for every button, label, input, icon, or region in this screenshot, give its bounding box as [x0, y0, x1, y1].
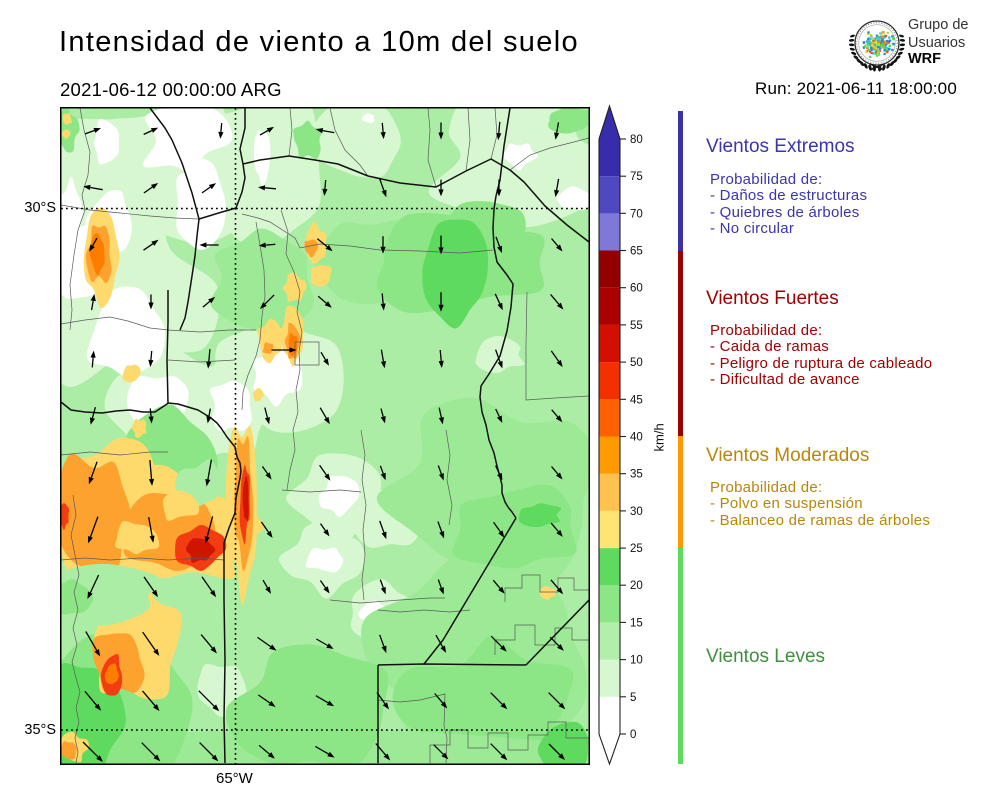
- svg-text:50: 50: [630, 357, 643, 369]
- svg-text:75: 75: [630, 171, 643, 183]
- svg-text:25: 25: [630, 543, 643, 555]
- svg-text:30: 30: [630, 506, 643, 518]
- svg-text:15: 15: [630, 617, 643, 629]
- svg-text:5: 5: [630, 692, 636, 704]
- svg-text:60: 60: [630, 283, 643, 295]
- svg-text:0: 0: [630, 729, 636, 741]
- svg-text:10: 10: [630, 655, 643, 667]
- svg-text:40: 40: [630, 432, 643, 444]
- svg-text:20: 20: [630, 580, 643, 592]
- svg-text:80: 80: [630, 134, 643, 146]
- svg-text:65: 65: [630, 246, 643, 258]
- svg-text:70: 70: [630, 208, 643, 220]
- svg-text:35: 35: [630, 469, 643, 481]
- svg-text:45: 45: [630, 394, 643, 406]
- svg-text:55: 55: [630, 320, 643, 332]
